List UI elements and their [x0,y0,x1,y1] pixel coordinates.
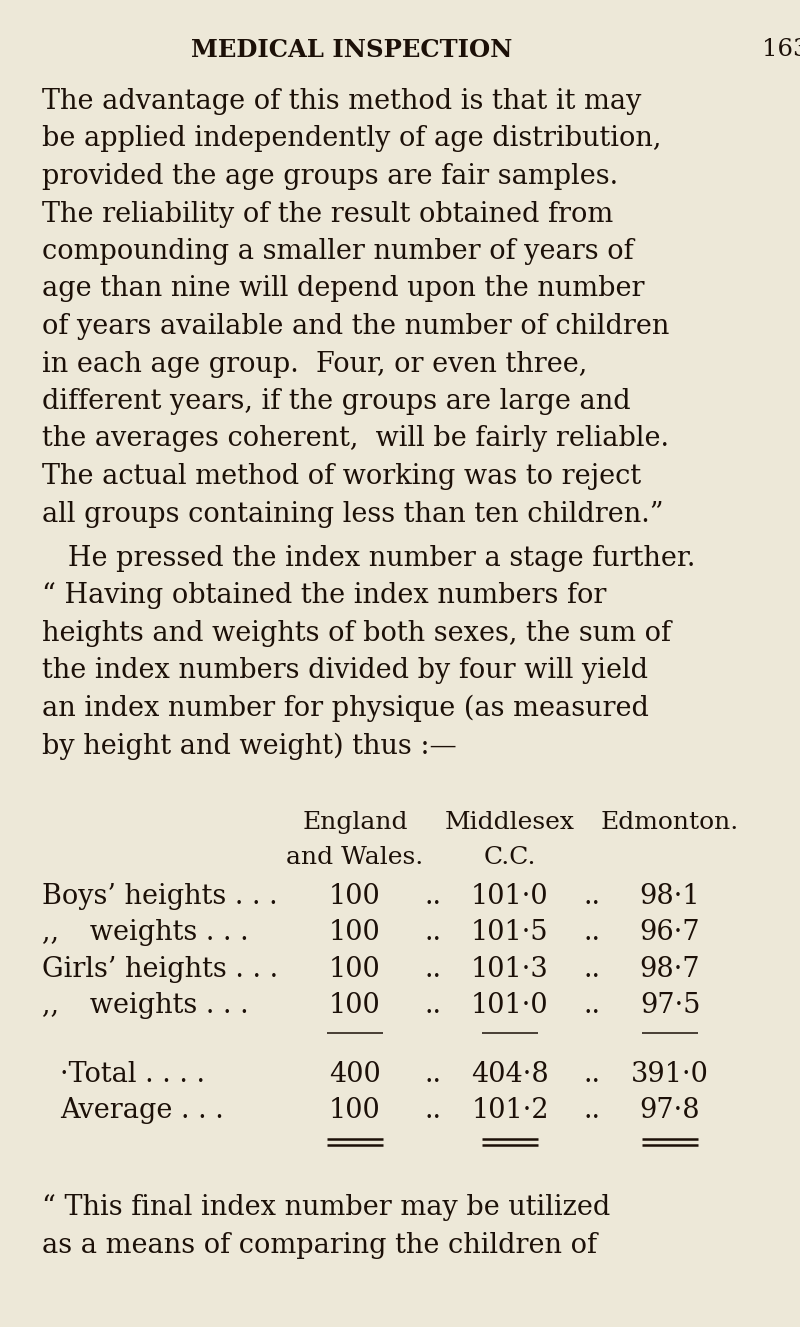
Text: ..: .. [425,955,442,983]
Text: The reliability of the result obtained from: The reliability of the result obtained f… [42,200,614,227]
Text: ..: .. [425,1097,442,1124]
Text: 391·0: 391·0 [631,1060,709,1088]
Text: 163: 163 [762,38,800,61]
Text: ..: .. [583,993,601,1019]
Text: Average . . .: Average . . . [60,1097,224,1124]
Text: Edmonton.: Edmonton. [601,811,739,833]
Text: “ This final index number may be utilized: “ This final index number may be utilize… [42,1194,610,1221]
Text: ,,   weights . . .: ,, weights . . . [42,920,249,946]
Text: 97·5: 97·5 [640,993,700,1019]
Text: 100: 100 [329,920,381,946]
Text: 97·8: 97·8 [640,1097,700,1124]
Text: of years available and the number of children: of years available and the number of chi… [42,313,670,340]
Text: 100: 100 [329,1097,381,1124]
Text: MEDICAL INSPECTION: MEDICAL INSPECTION [191,38,513,62]
Text: ..: .. [583,920,601,946]
Text: The advantage of this method is that it may: The advantage of this method is that it … [42,88,642,115]
Text: ·Total . . . .: ·Total . . . . [60,1060,205,1088]
Text: “ Having obtained the index numbers for: “ Having obtained the index numbers for [42,583,606,609]
Text: and Wales.: and Wales. [286,845,424,868]
Text: Girls’ heights . . .: Girls’ heights . . . [42,955,278,983]
Text: 404·8: 404·8 [471,1060,549,1088]
Text: an index number for physique (as measured: an index number for physique (as measure… [42,695,649,722]
Text: The actual method of working was to reject: The actual method of working was to reje… [42,463,641,490]
Text: provided the age groups are fair samples.: provided the age groups are fair samples… [42,163,618,190]
Text: Boys’ heights . . .: Boys’ heights . . . [42,882,278,910]
Text: Middlesex: Middlesex [445,811,575,833]
Text: ..: .. [583,1097,601,1124]
Text: different years, if the groups are large and: different years, if the groups are large… [42,387,630,415]
Text: ..: .. [583,955,601,983]
Text: 98·1: 98·1 [640,882,700,910]
Text: all groups containing less than ten children.”: all groups containing less than ten chil… [42,500,664,528]
Text: compounding a smaller number of years of: compounding a smaller number of years of [42,238,634,265]
Text: ..: .. [425,920,442,946]
Text: ..: .. [425,882,442,910]
Text: 101·2: 101·2 [471,1097,549,1124]
Text: the index numbers divided by four will yield: the index numbers divided by four will y… [42,657,648,685]
Text: age than nine will depend upon the number: age than nine will depend upon the numbe… [42,276,645,303]
Text: ..: .. [583,1060,601,1088]
Text: England: England [302,811,408,833]
Text: heights and weights of both sexes, the sum of: heights and weights of both sexes, the s… [42,620,671,646]
Text: as a means of comparing the children of: as a means of comparing the children of [42,1231,597,1258]
Text: 101·0: 101·0 [471,993,549,1019]
Text: C.C.: C.C. [484,845,536,868]
Text: 101·3: 101·3 [471,955,549,983]
Text: He pressed the index number a stage further.: He pressed the index number a stage furt… [42,545,695,572]
Text: ..: .. [583,882,601,910]
Text: in each age group.  Four, or even three,: in each age group. Four, or even three, [42,350,587,377]
Text: 100: 100 [329,993,381,1019]
Text: ..: .. [425,993,442,1019]
Text: 101·0: 101·0 [471,882,549,910]
Text: 96·7: 96·7 [640,920,700,946]
Text: be applied independently of age distribution,: be applied independently of age distribu… [42,126,662,153]
Text: 100: 100 [329,882,381,910]
Text: the averages coherent,  will be fairly reliable.: the averages coherent, will be fairly re… [42,426,669,453]
Text: 101·5: 101·5 [471,920,549,946]
Text: 100: 100 [329,955,381,983]
Text: 400: 400 [329,1060,381,1088]
Text: by height and weight) thus :—: by height and weight) thus :— [42,733,457,759]
Text: ,,   weights . . .: ,, weights . . . [42,993,249,1019]
Text: ..: .. [425,1060,442,1088]
Text: 98·7: 98·7 [640,955,700,983]
